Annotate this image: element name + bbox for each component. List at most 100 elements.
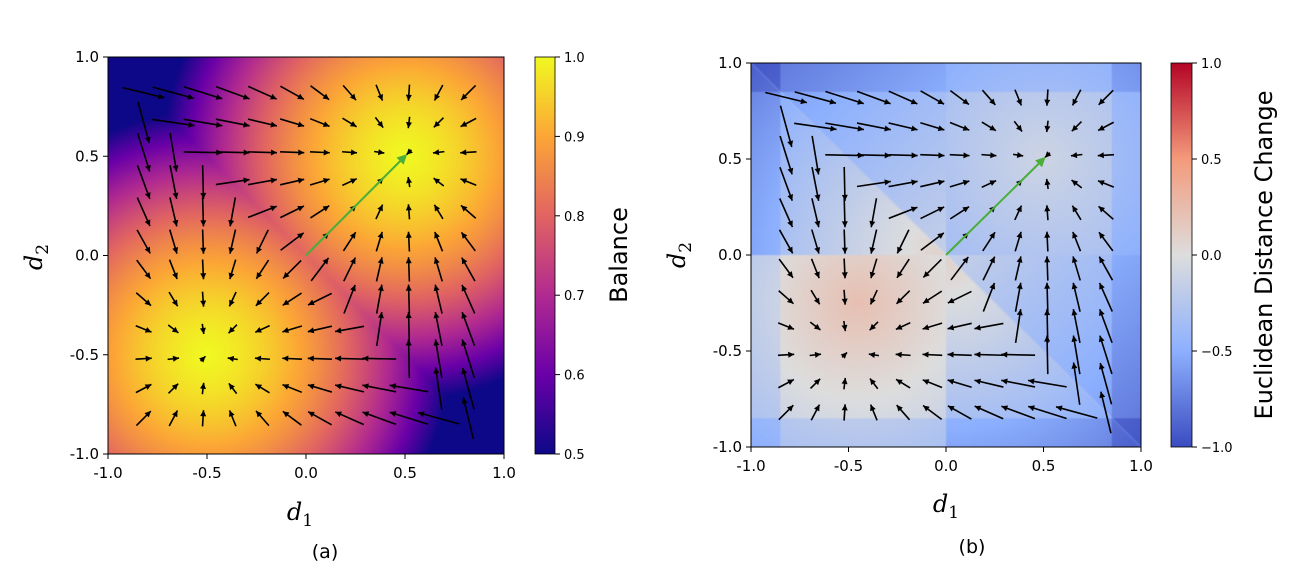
- quiver-arrow: [375, 231, 384, 252]
- quiver-arrow: [779, 166, 794, 201]
- quiver-arrow: [183, 85, 223, 100]
- quiver-arrow: [778, 290, 795, 305]
- quiver-field-b: [765, 89, 1115, 434]
- quiver-arrow: [1071, 282, 1081, 312]
- quiver-arrow: [1044, 309, 1051, 343]
- quiver-arrow: [1044, 205, 1051, 221]
- quiver-arrow: [1071, 256, 1081, 281]
- quiver-arrow: [200, 165, 207, 199]
- quiver-arrow: [920, 90, 945, 105]
- quiver-arrow: [200, 229, 207, 254]
- quiver-arrow: [309, 149, 330, 156]
- quiver-arrow: [254, 355, 270, 362]
- quiver-arrow: [1001, 405, 1036, 420]
- quiver-arrow: [135, 292, 152, 307]
- quiver-arrow: [167, 383, 179, 394]
- quiver-arrow: [777, 322, 795, 330]
- quiver-arrow: [228, 410, 237, 427]
- quiver-arrow: [137, 101, 151, 144]
- quiver-arrow: [307, 325, 333, 334]
- quiver-arrow: [869, 404, 878, 421]
- quiver-arrow: [460, 231, 476, 252]
- quiver-arrow: [947, 405, 972, 420]
- quiver-arrow: [168, 291, 179, 307]
- quiver-arrow: [869, 321, 879, 331]
- quiver-arrow: [334, 325, 365, 334]
- quiver-arrow: [405, 148, 413, 156]
- quiver-arrow: [981, 179, 997, 189]
- quiver-arrow: [199, 355, 207, 363]
- quiver-arrow: [433, 311, 443, 346]
- quiver-arrow: [282, 410, 302, 426]
- colorbar-tick-label: 1.0: [1201, 57, 1222, 72]
- y-tick-label: 0.0: [75, 247, 99, 265]
- quiver-arrow: [215, 149, 250, 156]
- quiver-arrow: [809, 321, 821, 331]
- quiver-arrow: [950, 256, 969, 281]
- x-tick-label: -0.5: [834, 457, 863, 475]
- quiver-arrow: [922, 351, 943, 358]
- quiver-arrow: [200, 291, 207, 307]
- quiver-arrow: [136, 259, 152, 280]
- quiver-arrow: [1044, 256, 1051, 281]
- quiver-arrow: [1070, 152, 1083, 159]
- quiver-arrow: [460, 204, 477, 219]
- panel-caption-a: (a): [312, 541, 338, 563]
- quiver-arrow: [1098, 231, 1114, 252]
- quiver-arrow: [810, 404, 821, 421]
- quiver-arrow: [922, 379, 943, 389]
- panel-caption-b: (b): [959, 536, 986, 558]
- quiver-arrow: [1071, 205, 1082, 221]
- quiver-arrow: [794, 122, 837, 132]
- quiver-arrow: [135, 410, 152, 427]
- quiver-arrow: [1097, 180, 1115, 188]
- quiver-arrow: [215, 85, 250, 100]
- quiver-arrow: [811, 166, 821, 201]
- quiver-arrow: [920, 152, 945, 159]
- quiver-arrow: [375, 84, 384, 101]
- quiver-arrow: [841, 377, 848, 390]
- quiver-arrow: [856, 122, 891, 132]
- quiver-arrow: [375, 284, 384, 314]
- quiver-arrow: [1072, 231, 1082, 252]
- quiver-arrow: [342, 84, 357, 101]
- quiver-arrow: [200, 410, 207, 427]
- quiver-arrow: [809, 351, 822, 358]
- quiver-arrow: [778, 229, 794, 254]
- quiver-arrow: [779, 198, 794, 228]
- x-axis-label-a: d1: [287, 498, 313, 531]
- colorbar-a: [535, 57, 555, 454]
- quiver-arrow: [334, 411, 365, 426]
- quiver-arrow: [982, 231, 996, 252]
- quiver-arrow: [1098, 256, 1114, 281]
- quiver-arrow: [247, 149, 277, 156]
- quiver-arrow: [920, 206, 945, 220]
- y-tick-label: -1.0: [70, 445, 99, 463]
- quiver-arrow: [981, 152, 997, 159]
- quiver-arrow: [841, 320, 848, 332]
- quiver-arrow: [841, 167, 848, 201]
- quiver-arrow: [981, 89, 996, 106]
- colorbar-tick-label: 0.0: [1201, 249, 1222, 264]
- quiver-arrow: [779, 105, 794, 148]
- quiver-arrow: [841, 289, 848, 305]
- x-tick-label: 0.0: [934, 457, 958, 475]
- quiver-arrow: [228, 229, 237, 254]
- quiver-arrow: [405, 257, 412, 282]
- quiver-arrow: [247, 85, 278, 100]
- quiver-arrow: [947, 378, 972, 388]
- quiver-arrow: [811, 135, 821, 175]
- quiver-arrow: [362, 411, 397, 426]
- y-tick-label: -1.0: [713, 438, 742, 456]
- quiver-arrow: [460, 149, 477, 156]
- quiver-arrow: [136, 132, 151, 172]
- quiver-arrow: [811, 229, 821, 254]
- quiver-arrow: [461, 367, 475, 410]
- quiver-arrow: [405, 204, 412, 220]
- quiver-arrow: [168, 410, 179, 427]
- quiver-arrow: [433, 204, 444, 220]
- quiver-arrow: [974, 378, 1004, 388]
- panel-a: -1.0 -0.5 0.0 0.5 1.0 -1.0 -0.5 0.0 0.5 1.0 d1 d2…: [20, 48, 633, 563]
- quiver-arrow: [168, 259, 178, 280]
- quiver-arrow: [947, 351, 972, 358]
